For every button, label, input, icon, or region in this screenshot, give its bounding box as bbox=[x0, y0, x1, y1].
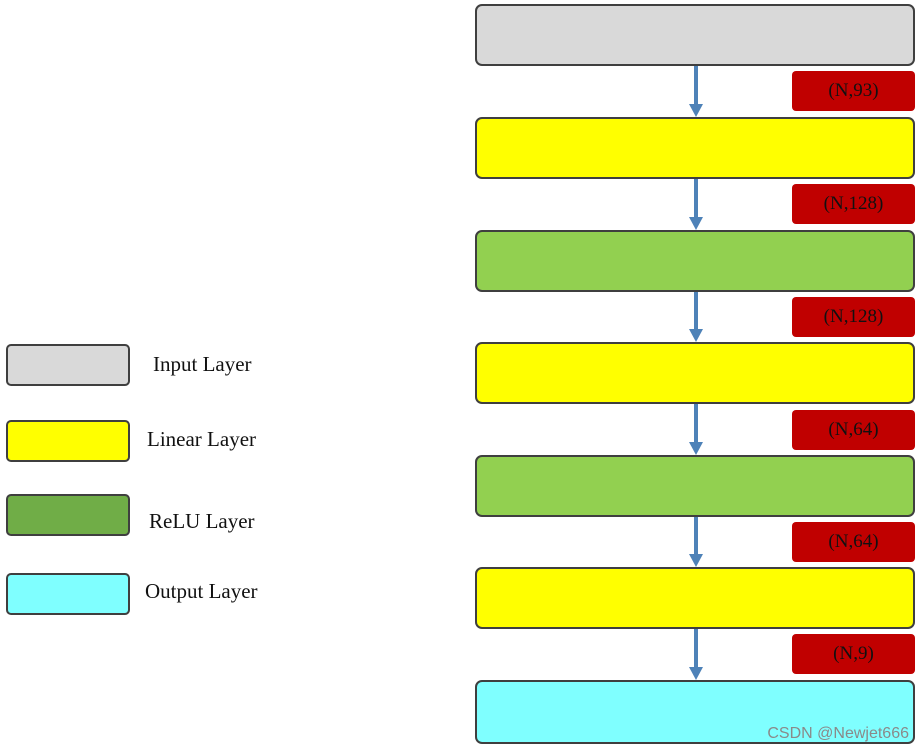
legend-label-input: Input Layer bbox=[153, 352, 252, 376]
output-layer-block bbox=[475, 680, 915, 744]
linear-layer-block-1 bbox=[475, 117, 915, 179]
linear-layer-block-2 bbox=[475, 342, 915, 404]
shape-tag: (N,93) bbox=[792, 71, 915, 111]
shape-tag: (N,128) bbox=[792, 297, 915, 337]
relu-layer-block-1 bbox=[475, 230, 915, 292]
legend-swatch-input bbox=[6, 344, 130, 386]
relu-layer-block-2 bbox=[475, 455, 915, 517]
legend-swatch-linear bbox=[6, 420, 130, 462]
linear-layer-block-3 bbox=[475, 567, 915, 629]
shape-tag: (N,64) bbox=[792, 410, 915, 450]
shape-tag: (N,64) bbox=[792, 522, 915, 562]
arrow-down-icon bbox=[689, 179, 703, 230]
input-layer-block bbox=[475, 4, 915, 66]
legend-swatch-output bbox=[6, 573, 130, 615]
arrow-down-icon bbox=[689, 629, 703, 680]
shape-tag: (N,128) bbox=[792, 184, 915, 224]
legend-label-relu: ReLU Layer bbox=[149, 509, 255, 533]
legend-label-output: Output Layer bbox=[145, 579, 258, 603]
arrow-down-icon bbox=[689, 292, 703, 342]
arrow-down-icon bbox=[689, 404, 703, 455]
watermark: CSDN @Newjet666 bbox=[767, 725, 909, 742]
arrow-down-icon bbox=[689, 517, 703, 567]
legend-swatch-relu bbox=[6, 494, 130, 536]
shape-tag: (N,9) bbox=[792, 634, 915, 674]
arrow-down-icon bbox=[689, 66, 703, 117]
legend-label-linear: Linear Layer bbox=[147, 427, 257, 451]
